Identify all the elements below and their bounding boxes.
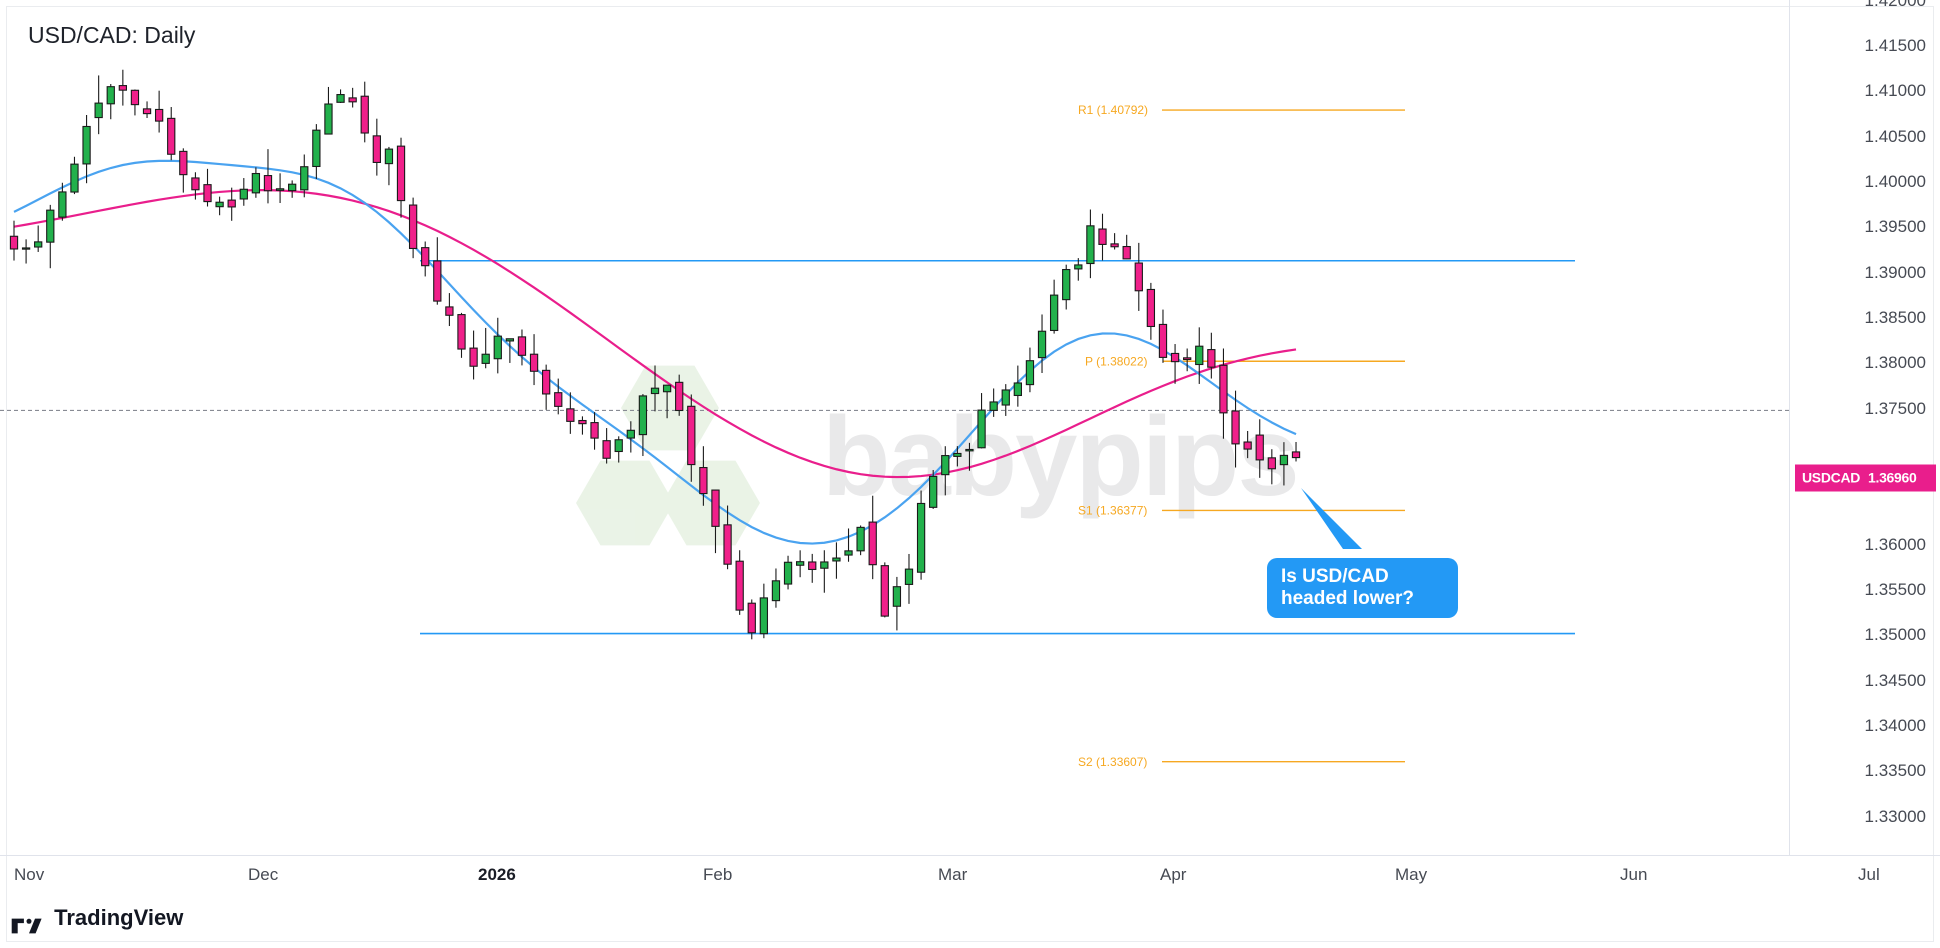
svg-text:S2 (1.33607): S2 (1.33607) xyxy=(1078,755,1147,769)
svg-text:P (1.38022): P (1.38022) xyxy=(1085,354,1148,368)
svg-text:R1 (1.40792): R1 (1.40792) xyxy=(1078,103,1148,117)
svg-text:S1 (1.36377): S1 (1.36377) xyxy=(1078,504,1147,518)
